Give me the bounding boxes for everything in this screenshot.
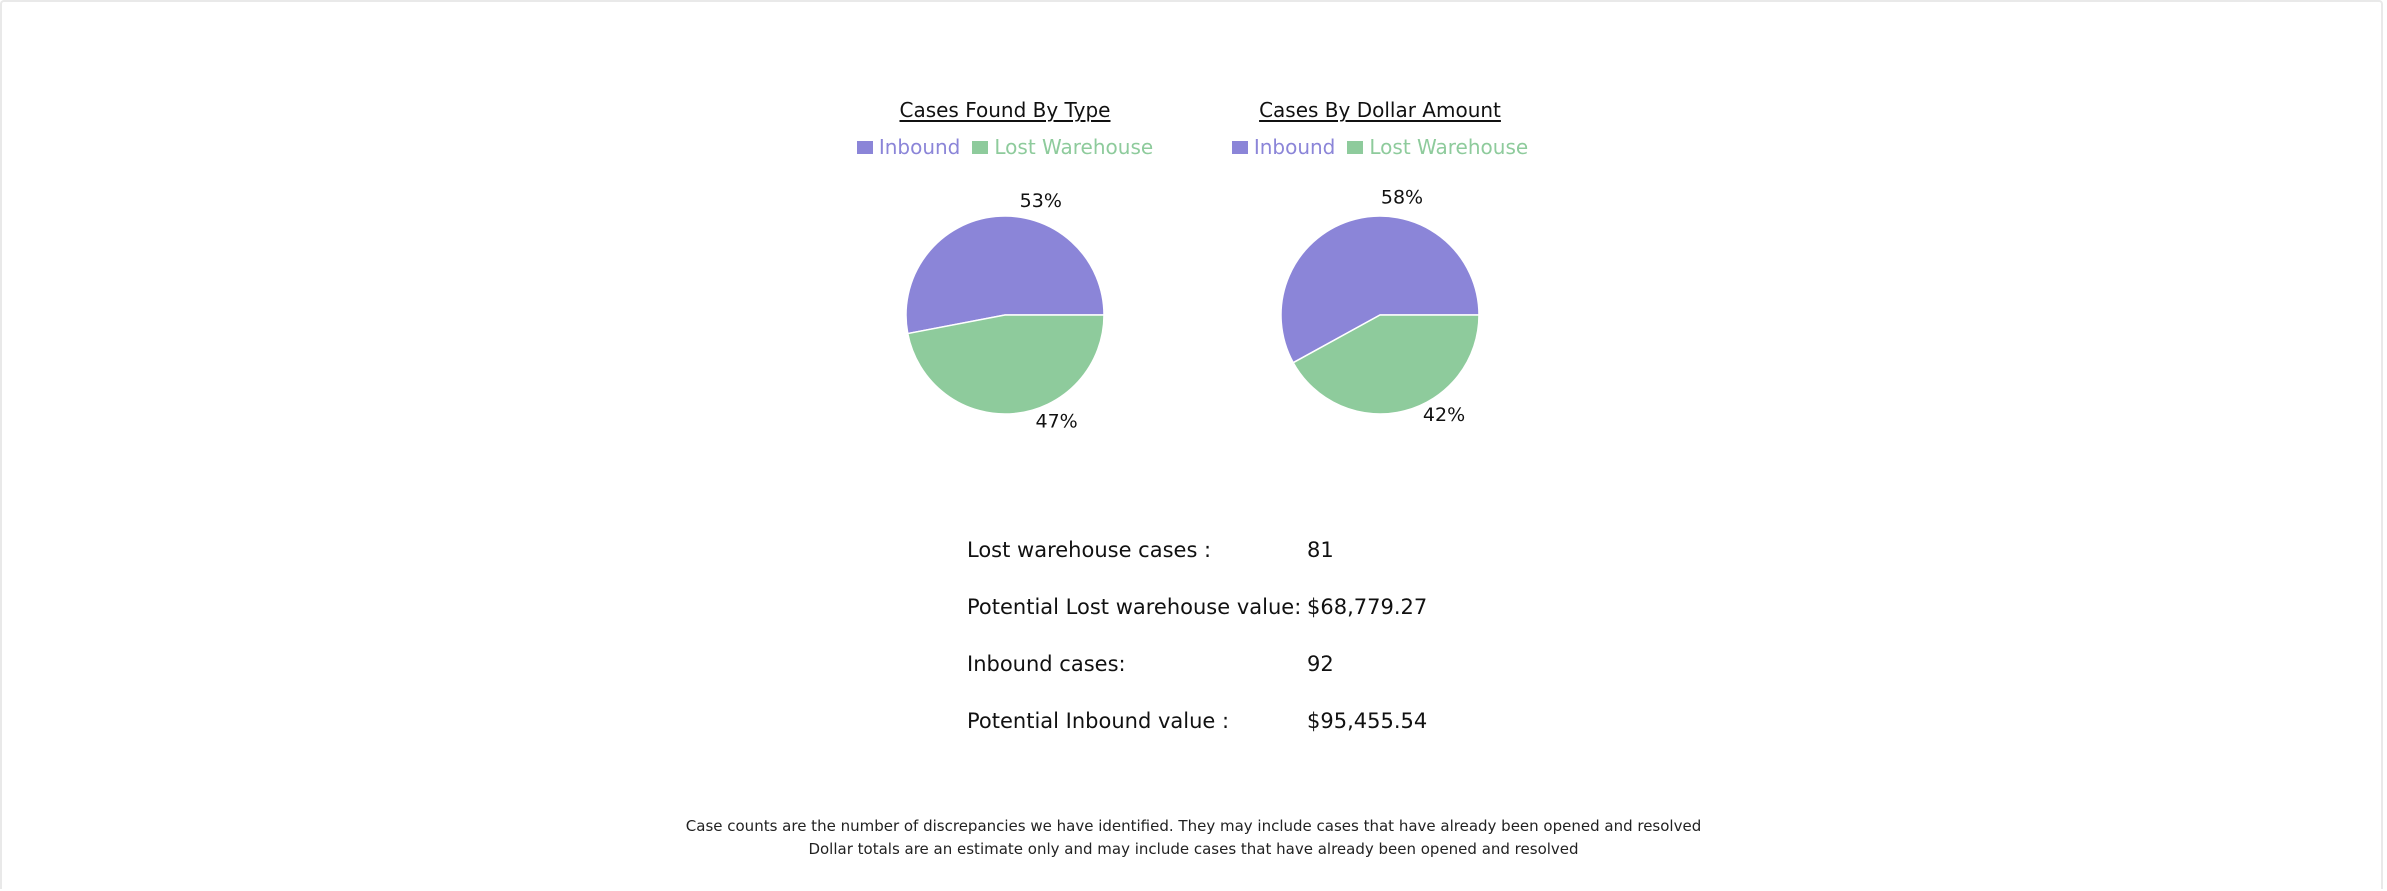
- pie-slice-inbound[interactable]: [1280, 215, 1480, 364]
- legend-item-lost-warehouse[interactable]: Lost Warehouse: [972, 135, 1153, 159]
- legend-label-inbound: Inbound: [1253, 135, 1336, 159]
- footnote-dollar-totals: Dollar totals are an estimate only and m…: [808, 840, 1579, 858]
- legend-item-lost-warehouse[interactable]: Lost Warehouse: [1347, 135, 1528, 159]
- pie-label-lost-warehouse: 42%: [1423, 404, 1465, 426]
- chart-legend: Inbound Lost Warehouse: [1200, 135, 1560, 159]
- stat-row-lost-warehouse-value: Potential Lost warehouse value: $68,779.…: [967, 595, 1487, 652]
- stats-table: Lost warehouse cases : 81 Potential Lost…: [967, 538, 1487, 766]
- footnotes: Case counts are the number of discrepanc…: [0, 815, 2387, 861]
- pie-label-inbound: 58%: [1381, 187, 1423, 209]
- stat-value: 81: [1307, 538, 1334, 562]
- stat-label: Potential Inbound value :: [967, 709, 1230, 733]
- stat-value: 92: [1307, 652, 1334, 676]
- legend-label-inbound: Inbound: [878, 135, 961, 159]
- legend-item-inbound[interactable]: Inbound: [1231, 135, 1336, 159]
- pie-chart-svg: 53% 47%: [905, 190, 1105, 433]
- stat-row-inbound-cases: Inbound cases: 92: [967, 652, 1487, 709]
- cases-by-type-chart: Cases Found By Type Inbound Lost Warehou…: [825, 95, 1185, 465]
- legend-swatch-lost-warehouse: [972, 140, 989, 154]
- chart-title: Cases Found By Type: [899, 98, 1111, 122]
- legend-label-lost-warehouse: Lost Warehouse: [1369, 135, 1529, 159]
- legend-swatch-inbound: [856, 140, 873, 154]
- stat-label: Lost warehouse cases :: [967, 538, 1212, 562]
- pie-slice-lost-warehouse[interactable]: [1292, 314, 1480, 415]
- stat-row-inbound-value: Potential Inbound value : $95,455.54: [967, 709, 1487, 766]
- stat-row-lost-warehouse-cases: Lost warehouse cases : 81: [967, 538, 1487, 595]
- pie-chart-svg: 58% 42%: [1280, 187, 1480, 426]
- pie-slice-inbound[interactable]: [905, 215, 1105, 335]
- legend-swatch-lost-warehouse: [1347, 140, 1364, 154]
- chart-title: Cases By Dollar Amount: [1259, 98, 1501, 122]
- stat-value: $68,779.27: [1307, 595, 1428, 619]
- legend-item-inbound[interactable]: Inbound: [856, 135, 961, 159]
- legend-swatch-inbound: [1231, 140, 1248, 154]
- cases-by-dollar-chart: Cases By Dollar Amount Inbound Lost Ware…: [1200, 95, 1560, 465]
- footnote-case-counts: Case counts are the number of discrepanc…: [685, 817, 1702, 835]
- legend-label-lost-warehouse: Lost Warehouse: [994, 135, 1154, 159]
- chart-legend: Inbound Lost Warehouse: [825, 135, 1185, 159]
- stat-label: Potential Lost warehouse value:: [967, 595, 1302, 619]
- stat-label: Inbound cases:: [967, 652, 1126, 676]
- pie-slice-lost-warehouse[interactable]: [906, 314, 1105, 415]
- pie-label-inbound: 53%: [1020, 190, 1062, 212]
- stat-value: $95,455.54: [1307, 709, 1428, 733]
- pie-label-lost-warehouse: 47%: [1035, 411, 1077, 433]
